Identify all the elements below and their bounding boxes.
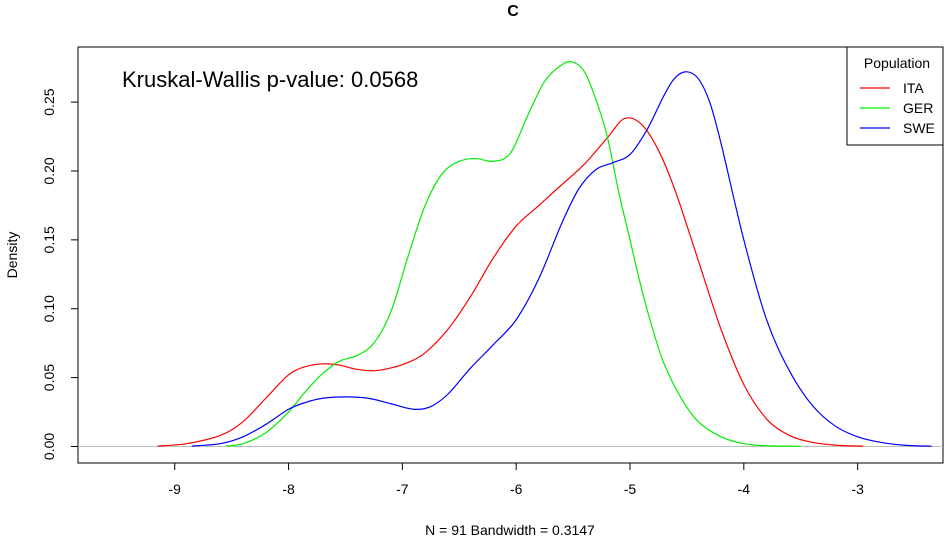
series-line-ita: [157, 117, 864, 447]
y-tick-label: 0.15: [41, 226, 57, 253]
series-layer: [157, 61, 932, 447]
x-tick-label: -4: [738, 481, 751, 497]
y-tick-label: 0.20: [41, 157, 57, 184]
legend-title: Population: [864, 55, 930, 71]
x-tick-label: -3: [851, 481, 864, 497]
legend-label-ita: ITA: [903, 80, 924, 96]
legend-label-ger: GER: [903, 100, 933, 116]
legend-label-swe: SWE: [903, 120, 935, 136]
x-tick-label: -9: [169, 481, 182, 497]
plot-frame: [77, 46, 944, 464]
x-tick-label: -6: [510, 481, 523, 497]
series-line-ger: [225, 61, 801, 447]
y-axis-label: Density: [4, 232, 20, 279]
y-tick-label: 0.25: [41, 88, 57, 115]
x-axis-label: N = 91 Bandwidth = 0.3147: [425, 522, 595, 538]
series-line-swe: [191, 71, 932, 447]
y-tick-label: 0.10: [41, 295, 57, 322]
y-tick-label: 0.00: [41, 433, 57, 460]
y-axis: 0.00 0.05 0.10 0.15 0.20 0.25: [41, 88, 78, 460]
legend: Population ITA GER SWE: [846, 46, 944, 146]
x-axis: -9 -8 -7 -6 -5 -4 -3: [169, 463, 864, 497]
x-tick-label: -5: [624, 481, 637, 497]
x-tick-label: -8: [282, 481, 295, 497]
legend-box: [846, 46, 944, 146]
kruskal-wallis-annotation: Kruskal-Wallis p-value: 0.0568: [122, 67, 418, 92]
y-tick-label: 0.05: [41, 364, 57, 391]
x-tick-label: -7: [396, 481, 409, 497]
chart-title: C: [507, 3, 519, 20]
